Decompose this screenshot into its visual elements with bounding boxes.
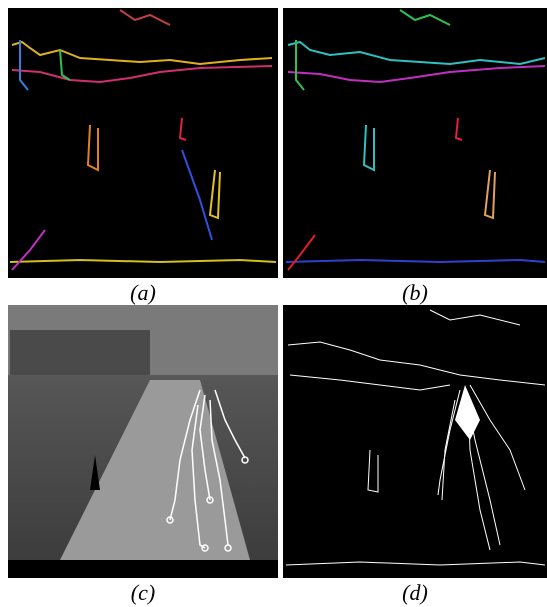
figure: (a) (b) (c) (d) — [0, 0, 547, 607]
caption-label: (a) — [130, 280, 156, 305]
caption-label: (d) — [402, 580, 428, 605]
panel-a-image — [8, 8, 278, 278]
caption-label: (c) — [131, 580, 155, 605]
panel-b-image — [283, 8, 547, 278]
panel-d-image — [283, 305, 547, 578]
caption-label: (b) — [402, 280, 428, 305]
page: (a) (b) (c) (d) (() => { const data = JS… — [0, 0, 547, 607]
panel-c-image — [8, 305, 278, 578]
